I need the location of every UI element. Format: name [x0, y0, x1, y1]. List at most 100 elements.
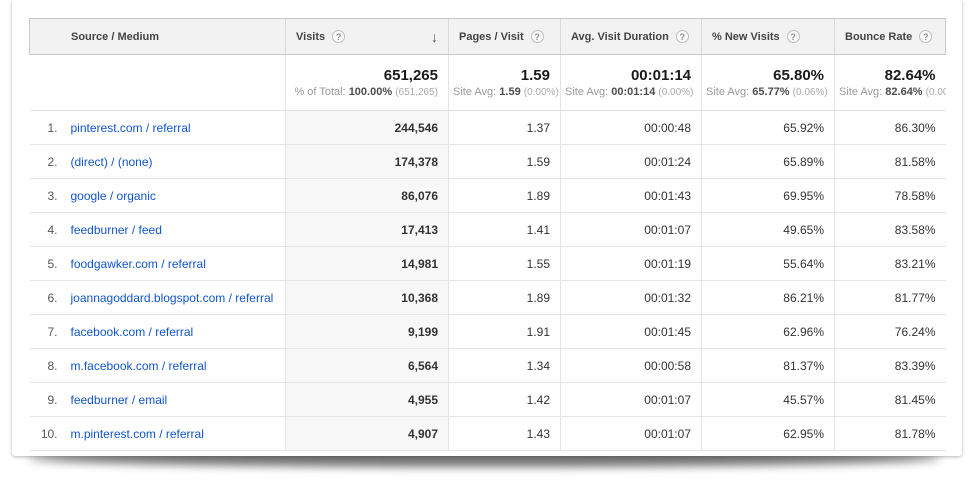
column-header-visits[interactable]: Visits ? ↓ [285, 18, 449, 55]
table-row: 8. m.facebook.com / referral 6,564 1.34 0… [29, 348, 946, 383]
column-header-pages-per-visit[interactable]: Pages / Visit ? [448, 18, 561, 55]
table-row: 10. m.pinterest.com / referral 4,907 1.43… [29, 416, 946, 451]
table-row: 7. facebook.com / referral 9,199 1.91 00:… [29, 314, 946, 349]
source-medium-link[interactable]: feedburner / feed [70, 222, 162, 237]
bounce-rate-cell: 83.39% [834, 348, 946, 383]
column-header-new-visits[interactable]: % New Visits ? [701, 18, 835, 55]
pages-per-visit-cell: 1.89 [448, 280, 561, 315]
pages-per-visit-cell: 1.41 [448, 212, 561, 247]
bounce-rate-cell: 81.77% [834, 280, 946, 315]
summary-bounce-rate: 82.64% Site Avg: 82.64% (0.00%) [834, 54, 946, 111]
new-visits-cell: 55.64% [701, 246, 835, 281]
pages-per-visit-cell: 1.34 [448, 348, 561, 383]
help-icon[interactable]: ? [332, 30, 346, 43]
help-icon[interactable]: ? [675, 30, 689, 43]
column-label: Pages / Visit [459, 30, 524, 43]
row-rank: 5. [47, 256, 58, 271]
row-rank: 3. [47, 188, 58, 203]
help-icon[interactable]: ? [786, 30, 800, 43]
bounce-rate-cell: 83.21% [834, 246, 946, 281]
bounce-rate-cell: 78.58% [834, 178, 946, 213]
column-label: Bounce Rate [845, 30, 913, 43]
source-medium-cell: 9. feedburner / email [29, 382, 286, 417]
bounce-rate-cell: 81.78% [834, 416, 946, 451]
avg-visit-duration-cell: 00:01:45 [560, 314, 702, 349]
column-label: Avg. Visit Duration [571, 30, 669, 43]
visits-cell: 6,564 [285, 348, 449, 383]
help-icon[interactable]: ? [530, 30, 544, 43]
source-medium-cell: 2. (direct) / (none) [29, 144, 286, 179]
source-medium-cell: 4. feedburner / feed [29, 212, 286, 247]
summary-pages-per-visit: 1.59 Site Avg: 1.59 (0.00%) [448, 54, 561, 111]
sort-desc-icon: ↓ [431, 28, 438, 45]
bounce-rate-cell: 76.24% [834, 314, 946, 349]
column-header-bounce-rate[interactable]: Bounce Rate ? [834, 18, 946, 55]
source-medium-link[interactable]: feedburner / email [70, 392, 168, 407]
summary-value: 82.64% [884, 66, 936, 84]
avg-visit-duration-cell: 00:01:07 [560, 416, 702, 451]
avg-visit-duration-cell: 00:01:19 [560, 246, 702, 281]
summary-value: 651,265 [383, 66, 438, 84]
bounce-rate-cell: 86.30% [834, 110, 946, 145]
summary-value: 65.80% [773, 66, 824, 84]
source-medium-cell: 7. facebook.com / referral [29, 314, 286, 349]
summary-value: 1.59 [520, 66, 550, 84]
source-medium-link[interactable]: (direct) / (none) [70, 154, 153, 169]
summary-visits: 651,265 % of Total: 100.00% (651,265) [285, 54, 449, 111]
visits-cell: 17,413 [285, 212, 449, 247]
table-row: 4. feedburner / feed 17,413 1.41 00:01:07… [29, 212, 946, 247]
summary-empty-cell [29, 54, 286, 111]
row-rank: 1. [47, 120, 58, 135]
pages-per-visit-cell: 1.91 [448, 314, 561, 349]
source-medium-link[interactable]: m.pinterest.com / referral [70, 426, 204, 441]
table-row: 2. (direct) / (none) 174,378 1.59 00:01:2… [29, 144, 946, 179]
visits-cell: 4,955 [285, 382, 449, 417]
source-medium-link[interactable]: facebook.com / referral [70, 324, 194, 339]
column-label: Visits [296, 30, 326, 43]
source-medium-link[interactable]: m.facebook.com / referral [70, 358, 207, 373]
avg-visit-duration-cell: 00:01:07 [560, 382, 702, 417]
summary-value: 00:01:14 [630, 66, 691, 84]
table-body: 1. pinterest.com / referral 244,546 1.37 … [29, 110, 946, 451]
new-visits-cell: 81.37% [701, 348, 835, 383]
bounce-rate-cell: 81.58% [834, 144, 946, 179]
new-visits-cell: 65.89% [701, 144, 835, 179]
source-medium-link[interactable]: joannagoddard.blogspot.com / referral [70, 290, 274, 305]
bounce-rate-cell: 83.58% [834, 212, 946, 247]
table-row: 1. pinterest.com / referral 244,546 1.37 … [29, 110, 946, 145]
avg-visit-duration-cell: 00:01:43 [560, 178, 702, 213]
source-medium-cell: 1. pinterest.com / referral [29, 110, 286, 145]
table-row: 3. google / organic 86,076 1.89 00:01:43 … [29, 178, 946, 213]
pages-per-visit-cell: 1.37 [448, 110, 561, 145]
avg-visit-duration-cell: 00:00:48 [560, 110, 702, 145]
analytics-report-card: Source / Medium Visits ? ↓ Pages / Visit [12, 0, 962, 456]
source-medium-cell: 6. joannagoddard.blogspot.com / referral [29, 280, 286, 315]
summary-subtext: Site Avg: 65.77% (0.06%) [706, 85, 828, 98]
new-visits-cell: 49.65% [701, 212, 835, 247]
summary-new-visits: 65.80% Site Avg: 65.77% (0.06%) [701, 54, 835, 111]
avg-visit-duration-cell: 00:01:24 [560, 144, 702, 179]
source-medium-link[interactable]: pinterest.com / referral [70, 120, 191, 135]
source-medium-link[interactable]: foodgawker.com / referral [70, 256, 206, 271]
table-row: 5. foodgawker.com / referral 14,981 1.55 … [29, 246, 946, 281]
source-medium-cell: 3. google / organic [29, 178, 286, 213]
pages-per-visit-cell: 1.59 [448, 144, 561, 179]
row-rank: 2. [47, 154, 58, 169]
source-medium-cell: 5. foodgawker.com / referral [29, 246, 286, 281]
new-visits-cell: 62.95% [701, 416, 835, 451]
pages-per-visit-cell: 1.43 [448, 416, 561, 451]
help-icon[interactable]: ? [919, 30, 933, 43]
row-rank: 10. [40, 426, 58, 441]
new-visits-cell: 45.57% [701, 382, 835, 417]
new-visits-cell: 62.96% [701, 314, 835, 349]
bounce-rate-cell: 81.45% [834, 382, 946, 417]
source-medium-link[interactable]: google / organic [70, 188, 156, 203]
visits-cell: 9,199 [285, 314, 449, 349]
visits-cell: 244,546 [285, 110, 449, 145]
row-rank: 9. [47, 392, 58, 407]
source-medium-cell: 10. m.pinterest.com / referral [29, 416, 286, 451]
new-visits-cell: 69.95% [701, 178, 835, 213]
table-header: Source / Medium Visits ? ↓ Pages / Visit [29, 18, 946, 55]
column-header-avg-visit-duration[interactable]: Avg. Visit Duration ? [560, 18, 702, 55]
